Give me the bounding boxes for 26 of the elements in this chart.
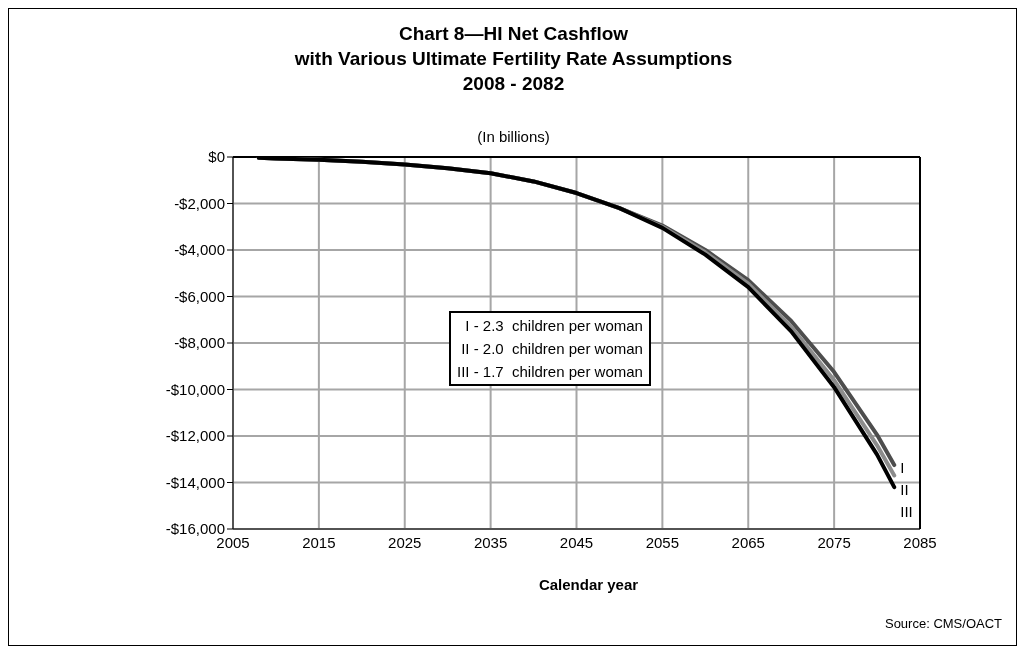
- y-tick-label: -$4,000: [174, 241, 225, 259]
- series-label: II: [900, 480, 909, 498]
- x-axis-title: Calendar year: [537, 576, 640, 593]
- annotation: II - 2.0 children per woman: [460, 339, 643, 359]
- x-tick-label: 2065: [731, 533, 765, 551]
- x-tick-label: 2025: [388, 533, 422, 551]
- series-label: I: [900, 459, 905, 477]
- y-tick-label: -$6,000: [174, 287, 225, 305]
- source-note: Source: CMS/OACT: [884, 616, 1002, 631]
- y-tick-label: -$12,000: [165, 427, 225, 445]
- x-tick-label: 2015: [302, 533, 336, 551]
- series-label: III: [900, 503, 913, 521]
- annotation: III - 1.7 children per woman: [457, 362, 643, 382]
- x-tick-label: 2035: [473, 533, 508, 551]
- y-tick-label: $0: [208, 148, 225, 166]
- chart-title: Chart 8—HI Net Cashflow with Various Ultimate Fertility Rate Assumptions 2008 - 2082: [293, 22, 734, 96]
- x-tick-label: 2085: [903, 533, 937, 551]
- x-tick-label: 2055: [645, 533, 680, 551]
- annotation: I - 2.3 children per woman: [464, 316, 643, 336]
- y-tick-label: -$8,000: [174, 334, 225, 352]
- y-tick-label: -$10,000: [165, 380, 225, 398]
- chart-subtitle: (In billions): [476, 128, 551, 145]
- x-tick-label: 2045: [559, 533, 594, 551]
- x-tick-label: 2075: [817, 533, 851, 551]
- y-tick-label: -$2,000: [174, 194, 225, 212]
- y-tick-label: -$14,000: [165, 473, 225, 491]
